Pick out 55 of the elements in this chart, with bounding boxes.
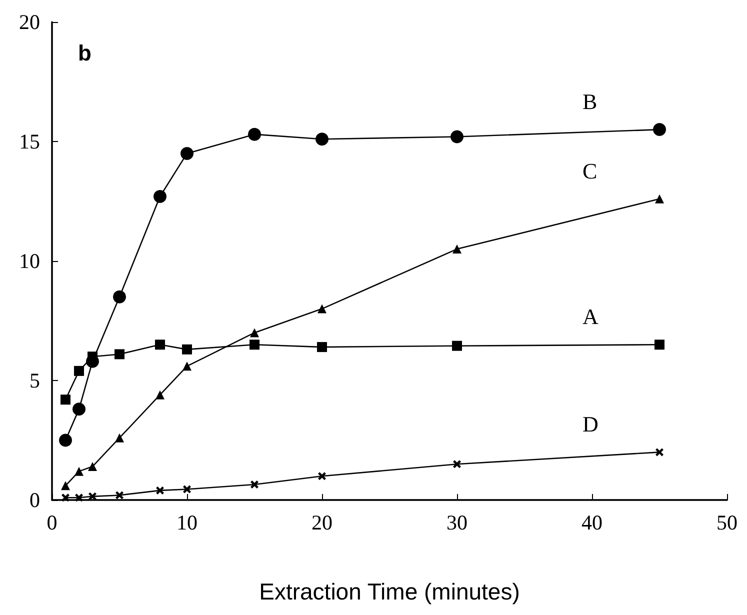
point xyxy=(250,480,258,488)
point xyxy=(182,344,192,354)
point xyxy=(654,340,664,350)
point xyxy=(62,494,70,502)
x-tick-label: 30 xyxy=(446,510,468,534)
point xyxy=(156,486,164,494)
point xyxy=(318,304,326,314)
point xyxy=(154,190,166,203)
point xyxy=(60,394,70,405)
point xyxy=(317,342,327,352)
y-tick-label: 5 xyxy=(30,368,40,392)
point xyxy=(155,340,165,350)
point xyxy=(655,194,664,204)
point xyxy=(59,434,72,447)
y-tick-label: 20 xyxy=(19,10,40,34)
point xyxy=(156,390,164,400)
point xyxy=(61,481,70,490)
y-tick-label: 0 xyxy=(30,488,40,512)
point xyxy=(114,349,124,360)
point xyxy=(116,491,124,500)
point xyxy=(72,402,86,416)
point xyxy=(182,362,192,371)
point xyxy=(452,244,462,254)
point xyxy=(115,433,124,442)
x-tick-label: 20 xyxy=(312,510,332,534)
point xyxy=(453,460,461,468)
point xyxy=(75,494,83,502)
point xyxy=(180,146,194,160)
x-tick-label: 0 xyxy=(46,510,58,534)
point xyxy=(250,340,260,350)
point xyxy=(74,466,84,476)
point xyxy=(318,472,326,480)
series-label: B xyxy=(582,89,598,114)
point xyxy=(316,132,328,146)
point xyxy=(452,340,462,351)
point xyxy=(248,128,261,141)
y-tick-label: 15 xyxy=(19,130,40,154)
x-tick-label: 50 xyxy=(716,510,738,534)
point xyxy=(450,130,464,144)
series-label: D xyxy=(582,412,598,437)
point xyxy=(88,462,97,472)
series-label: A xyxy=(582,304,598,330)
point xyxy=(74,366,84,376)
point xyxy=(653,123,666,136)
series-label: C xyxy=(582,158,598,184)
point xyxy=(113,290,126,304)
point xyxy=(250,328,259,338)
annotation: b xyxy=(78,40,92,66)
x-tick-label: 40 xyxy=(582,510,602,534)
y-tick-label: 10 xyxy=(19,249,40,273)
point xyxy=(656,448,664,456)
x-axis-title: Extraction Time (minutes) xyxy=(259,578,520,604)
point xyxy=(183,485,191,494)
point xyxy=(88,492,96,500)
x-tick-label: 10 xyxy=(176,510,198,534)
